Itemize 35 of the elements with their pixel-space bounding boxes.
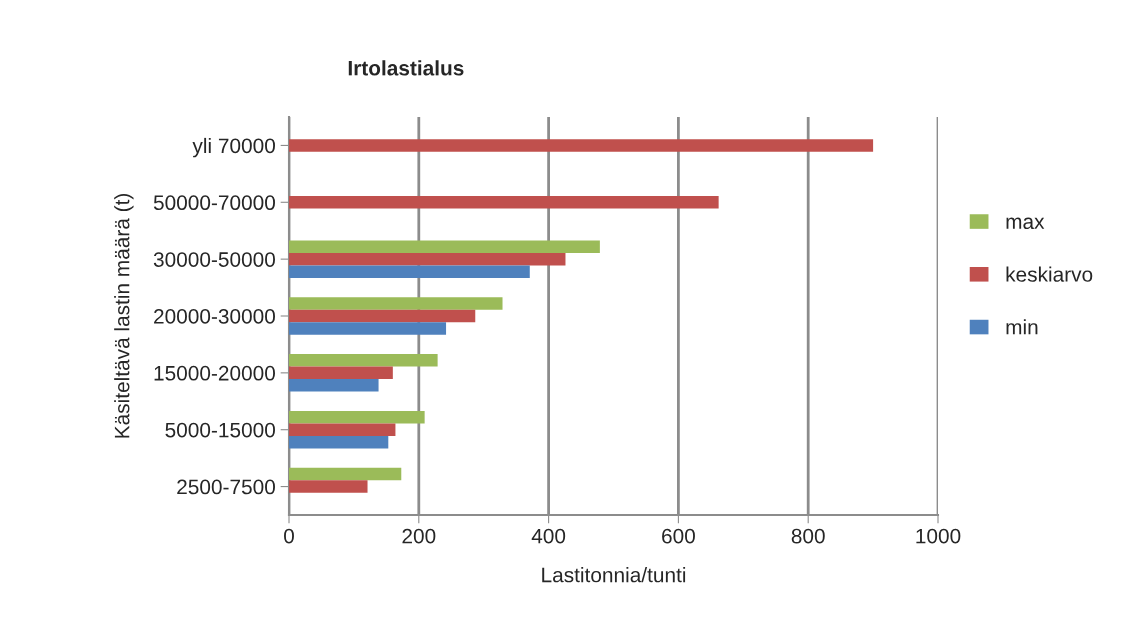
bar (289, 297, 503, 310)
bar (289, 322, 447, 335)
bar (289, 379, 379, 392)
x-tick-label: 600 (662, 528, 695, 544)
legend-label: max (1006, 217, 1045, 230)
x-tick-label: 1000 (916, 528, 961, 544)
bar (289, 435, 389, 449)
y-axis-title: Käsiteltävä lastin määrä (t) (114, 193, 134, 438)
bar (289, 366, 393, 380)
x-axis-title: Lastitonnia/tunti (542, 567, 686, 583)
bar (289, 309, 476, 323)
bar (289, 240, 600, 253)
bar (289, 410, 425, 424)
y-tick-label: 15000-20000 (154, 365, 275, 381)
y-tick-label: yli 70000 (192, 137, 275, 158)
x-tick-label: 200 (402, 528, 436, 544)
x-tick-label: 400 (531, 528, 566, 544)
y-tick-label: 30000-50000 (153, 252, 275, 267)
bar (289, 480, 368, 493)
bar (289, 265, 530, 278)
bar (289, 423, 396, 436)
chart-title: Irtolastialus (348, 60, 464, 76)
x-tick-label: 0 (284, 528, 294, 544)
legend-label: min (1006, 319, 1038, 335)
bar (289, 354, 438, 367)
legend-label: keskiarvo (1006, 266, 1093, 282)
bar (289, 467, 402, 481)
y-tick-label: 2500-7500 (177, 479, 275, 495)
y-tick-label: 5000-15000 (165, 422, 275, 438)
y-tick-label: 50000-70000 (153, 195, 275, 211)
y-tick-label: 20000-30000 (154, 309, 275, 324)
bar (289, 252, 566, 266)
bar (289, 196, 719, 209)
bar (289, 139, 874, 152)
x-tick-label: 800 (791, 528, 825, 544)
